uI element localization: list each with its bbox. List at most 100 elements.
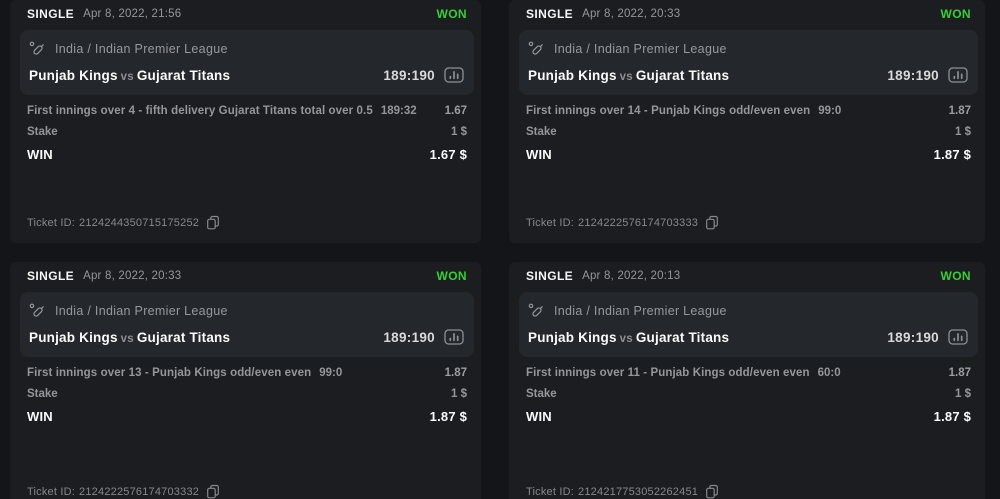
teams-label: Punjab Kings vs Gujarat Titans <box>528 330 729 345</box>
match-row: Punjab Kings vs Gujarat Titans 189:190 <box>29 67 464 83</box>
status-badge: WON <box>436 269 467 283</box>
status-badge: WON <box>940 269 971 283</box>
league-label: India / Indian Premier League <box>554 304 727 318</box>
stake-label: Stake <box>526 126 557 138</box>
ticket-row: Ticket ID: 2124222576174703333 <box>526 215 975 230</box>
bar-chart-icon[interactable] <box>444 329 464 345</box>
league-label: India / Indian Premier League <box>55 42 228 56</box>
win-value: 1.87 $ <box>429 409 467 424</box>
card-header: SINGLE Apr 8, 2022, 21:56 WON <box>27 7 471 21</box>
status-badge: WON <box>940 7 971 21</box>
match-info-block: India / Indian Premier League Punjab Kin… <box>20 30 474 95</box>
card-header: SINGLE Apr 8, 2022, 20:13 WON <box>526 269 975 283</box>
teams-label: Punjab Kings vs Gujarat Titans <box>29 68 230 83</box>
bet-selection-label: First innings over 11 - Punjab Kings odd… <box>526 367 810 379</box>
stake-label: Stake <box>27 388 58 400</box>
teams-label: Punjab Kings vs Gujarat Titans <box>29 330 230 345</box>
ticket-id: 2124244350715175252 <box>79 216 200 229</box>
win-label: WIN <box>27 409 53 424</box>
match-score: 189:190 <box>383 329 435 345</box>
league-label: India / Indian Premier League <box>55 304 228 318</box>
home-team: Punjab Kings <box>29 329 118 345</box>
win-value: 1.87 $ <box>933 147 971 162</box>
bet-datetime: Apr 8, 2022, 20:33 <box>83 270 182 282</box>
match-row: Punjab Kings vs Gujarat Titans 189:190 <box>528 329 968 345</box>
win-label: WIN <box>27 147 53 162</box>
cricket-bat-ball-icon <box>29 303 44 317</box>
odds-value: 1.87 <box>948 367 971 379</box>
bet-type-label: SINGLE <box>526 269 574 283</box>
card-header: SINGLE Apr 8, 2022, 20:33 WON <box>526 7 975 21</box>
win-value: 1.87 $ <box>933 409 971 424</box>
ticket-id: 2124222576174703332 <box>79 485 200 498</box>
stake-row: Stake 1 $ <box>526 388 975 400</box>
win-label: WIN <box>526 147 552 162</box>
match-info-block: India / Indian Premier League Punjab Kin… <box>519 30 978 95</box>
win-row: WIN 1.87 $ <box>526 147 975 162</box>
stake-row: Stake 1 $ <box>27 126 471 138</box>
bet-selection-row: First innings over 4 - fifth delivery Gu… <box>27 105 471 117</box>
cricket-bat-ball-icon <box>528 303 543 317</box>
match-row: Punjab Kings vs Gujarat Titans 189:190 <box>528 67 968 83</box>
home-team: Punjab Kings <box>528 329 617 345</box>
bet-selection-row: First innings over 13 - Punjab Kings odd… <box>27 367 471 379</box>
stake-value: 1 $ <box>451 126 467 138</box>
bet-type-label: SINGLE <box>526 7 574 21</box>
copy-icon[interactable] <box>705 215 719 230</box>
bet-datetime: Apr 8, 2022, 20:13 <box>582 270 681 282</box>
bet-type-label: SINGLE <box>27 269 75 283</box>
bet-card: SINGLE Apr 8, 2022, 20:33 WON India / In… <box>10 262 481 499</box>
match-info-block: India / Indian Premier League Punjab Kin… <box>20 292 474 357</box>
bet-cards-grid: SINGLE Apr 8, 2022, 21:56 WON India / In… <box>10 0 985 499</box>
copy-icon[interactable] <box>206 484 220 499</box>
vs-label: vs <box>619 332 633 345</box>
bet-selection-label: First innings over 13 - Punjab Kings odd… <box>27 367 312 379</box>
bet-datetime: Apr 8, 2022, 21:56 <box>83 8 182 20</box>
league-row: India / Indian Premier League <box>29 41 464 57</box>
odds-value: 1.87 <box>444 367 467 379</box>
bar-chart-icon[interactable] <box>444 67 464 83</box>
card-header: SINGLE Apr 8, 2022, 20:33 WON <box>27 269 471 283</box>
bar-chart-icon[interactable] <box>948 67 968 83</box>
away-team: Gujarat Titans <box>136 329 231 345</box>
stake-label: Stake <box>27 126 58 138</box>
ticket-row: Ticket ID: 2124217753052262451 <box>526 484 975 499</box>
home-team: Punjab Kings <box>528 67 617 83</box>
league-label: India / Indian Premier League <box>554 42 727 56</box>
home-team: Punjab Kings <box>29 67 118 83</box>
stake-value: 1 $ <box>955 126 971 138</box>
cricket-bat-ball-icon <box>528 41 543 55</box>
win-label: WIN <box>526 409 552 424</box>
ticket-row: Ticket ID: 2124244350715175252 <box>27 215 471 230</box>
match-score: 189:190 <box>383 67 435 83</box>
win-row: WIN 1.67 $ <box>27 147 471 162</box>
league-row: India / Indian Premier League <box>528 41 968 57</box>
vs-label: vs <box>120 332 134 345</box>
status-badge: WON <box>436 7 467 21</box>
ticket-row: Ticket ID: 2124222576174703332 <box>27 484 471 499</box>
cricket-bat-ball-icon <box>29 41 44 55</box>
bet-live-score: 99:0 <box>319 367 343 379</box>
ticket-label: Ticket ID: <box>27 485 76 498</box>
away-team: Gujarat Titans <box>635 329 730 345</box>
bet-live-score: 99:0 <box>818 105 842 117</box>
away-team: Gujarat Titans <box>136 67 231 83</box>
match-row: Punjab Kings vs Gujarat Titans 189:190 <box>29 329 464 345</box>
ticket-label: Ticket ID: <box>526 216 575 229</box>
win-value: 1.67 $ <box>429 147 467 162</box>
bet-card: SINGLE Apr 8, 2022, 20:33 WON India / In… <box>509 0 985 243</box>
copy-icon[interactable] <box>705 484 719 499</box>
copy-icon[interactable] <box>206 215 220 230</box>
match-score: 189:190 <box>887 329 939 345</box>
stake-row: Stake 1 $ <box>27 388 471 400</box>
win-row: WIN 1.87 $ <box>526 409 975 424</box>
stake-label: Stake <box>526 388 557 400</box>
bar-chart-icon[interactable] <box>948 329 968 345</box>
vs-label: vs <box>619 70 633 83</box>
bet-card: SINGLE Apr 8, 2022, 21:56 WON India / In… <box>10 0 481 243</box>
bet-datetime: Apr 8, 2022, 20:33 <box>582 8 681 20</box>
league-row: India / Indian Premier League <box>528 303 968 319</box>
odds-value: 1.67 <box>444 105 467 117</box>
match-info-block: India / Indian Premier League Punjab Kin… <box>519 292 978 357</box>
